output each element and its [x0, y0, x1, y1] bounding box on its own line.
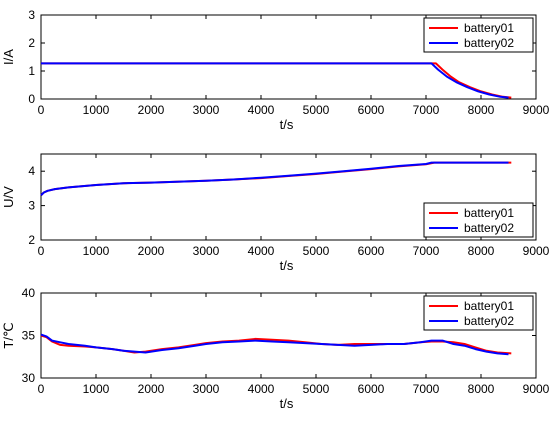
series-line-battery02 — [40, 333, 509, 356]
legend-box — [423, 295, 534, 331]
legend-box — [423, 202, 534, 238]
chart-1: 0 1000 2000 3000 4000 5000 6000 7000 8000 9000 0 1 2… — [1, 8, 550, 132]
y-tick-label: 30 — [22, 371, 36, 385]
x-tick-label: 8000 — [468, 103, 495, 117]
legend-label: battery01 — [464, 206, 514, 220]
x-tick-label: 6000 — [358, 103, 385, 117]
y-axis-label: U/V — [1, 186, 16, 208]
x-tick-label: 9000 — [523, 244, 550, 258]
x-tick-label: 1000 — [83, 382, 110, 396]
x-tick-label: 5000 — [303, 382, 330, 396]
y-tick-label: 3 — [28, 199, 35, 213]
legend-label: battery02 — [464, 314, 514, 328]
legend-label: battery01 — [464, 299, 514, 313]
x-tick-label: 1000 — [83, 244, 110, 258]
x-tick-label: 0 — [38, 103, 45, 117]
x-axis-label: t/s — [280, 396, 294, 411]
legend-label: battery01 — [464, 21, 514, 35]
x-tick-label: 4000 — [248, 244, 275, 258]
x-tick-label: 7000 — [413, 244, 440, 258]
x-tick-label: 2000 — [138, 382, 165, 396]
y-tick-label: 4 — [28, 164, 35, 178]
x-tick-label: 1000 — [83, 103, 110, 117]
y-tick-label: 2 — [28, 233, 35, 247]
y-tick-label: 0 — [28, 92, 35, 106]
x-axis-label: t/s — [280, 117, 294, 132]
y-axis-label: I/A — [1, 49, 16, 65]
y-tick-label: 3 — [28, 8, 35, 22]
x-tick-label: 9000 — [523, 103, 550, 117]
x-tick-label: 9000 — [523, 382, 550, 396]
x-tick-label: 4000 — [248, 103, 275, 117]
x-tick-label: 6000 — [358, 244, 385, 258]
legend-label: battery02 — [464, 221, 514, 235]
x-tick-label: 6000 — [358, 382, 385, 396]
x-tick-label: 8000 — [468, 382, 495, 396]
y-tick-label: 35 — [22, 329, 36, 343]
series-line-battery02 — [41, 62, 509, 99]
y-tick-label: 1 — [28, 64, 35, 78]
chart-2: 0 1000 2000 3000 4000 5000 6000 7000 8000 9000 2 3 4… — [1, 153, 550, 273]
legend-label: battery02 — [464, 36, 514, 50]
legend-box — [423, 17, 534, 53]
y-tick-label: 2 — [28, 36, 35, 50]
y-tick-label: 40 — [22, 286, 36, 300]
y-axis-label: T/℃ — [1, 322, 16, 348]
x-tick-label: 2000 — [138, 103, 165, 117]
chart-3: 0 1000 2000 3000 4000 5000 6000 7000 8000 9000 30 3… — [1, 286, 550, 411]
x-tick-label: 0 — [38, 382, 45, 396]
x-tick-label: 3000 — [193, 103, 220, 117]
x-tick-label: 3000 — [193, 244, 220, 258]
x-tick-label: 4000 — [248, 382, 275, 396]
x-tick-label: 7000 — [413, 382, 440, 396]
x-tick-label: 3000 — [193, 382, 220, 396]
x-tick-label: 5000 — [303, 244, 330, 258]
x-axis-label: t/s — [280, 258, 294, 273]
x-tick-label: 0 — [38, 244, 45, 258]
x-tick-label: 8000 — [468, 244, 495, 258]
x-tick-label: 7000 — [413, 103, 440, 117]
x-tick-label: 2000 — [138, 244, 165, 258]
x-tick-label: 5000 — [303, 103, 330, 117]
series-line-battery02 — [40, 161, 509, 197]
